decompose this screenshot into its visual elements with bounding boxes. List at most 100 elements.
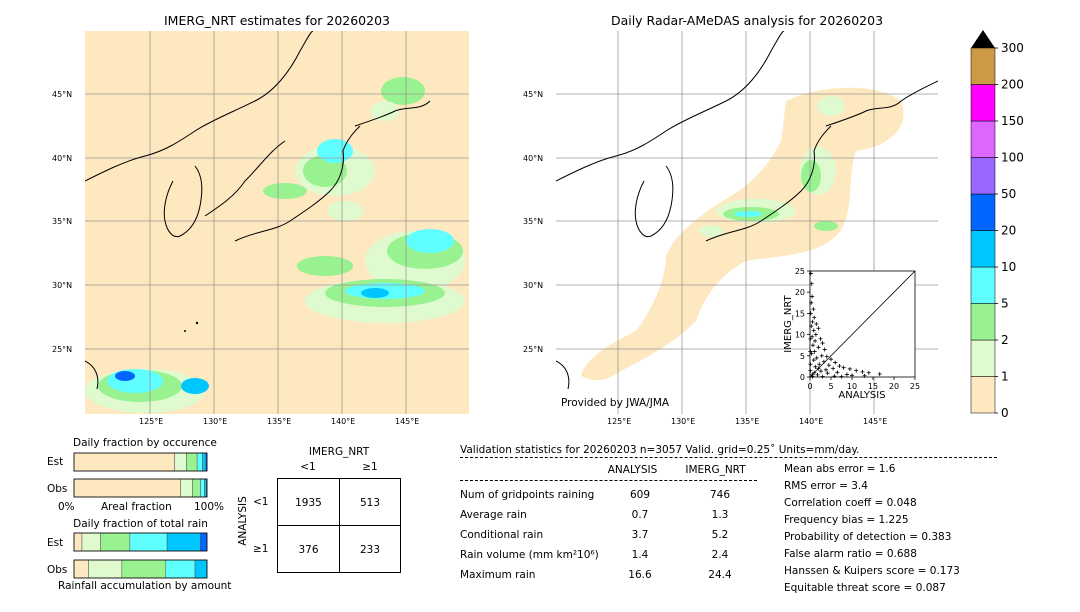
- colorbar-labels: 0 1 2 5 10 20 50 100 150 200 300: [995, 41, 1024, 418]
- val-row-0-a: 609: [629, 489, 651, 501]
- val-row-1-label: Average rain: [460, 509, 527, 521]
- score-hk: Hanssen & Kuipers score = 0.173: [784, 565, 960, 577]
- scatter-point-32: [813, 364, 818, 369]
- occ-bars-obs-seg-2: [192, 478, 201, 498]
- contingency-row-lt1: <1: [253, 496, 269, 508]
- colorbar-label-1: 1: [1001, 370, 1009, 384]
- colorbar-label-4: 10: [1001, 260, 1016, 274]
- left-lon-145: 145°E: [395, 417, 420, 426]
- scatter-point-23: [824, 354, 829, 359]
- occ-bars-obs-seg-4: [204, 478, 207, 498]
- scatter-ytick-4: 20: [795, 288, 805, 297]
- rain-bars-obs-seg-1: [88, 559, 123, 579]
- occ-bars-est-frame: [73, 452, 208, 472]
- scatter-point-8: [814, 322, 819, 326]
- scatter-point-44: [844, 372, 849, 377]
- scatter-point-10: [816, 326, 821, 331]
- scatter-point-30: [826, 363, 831, 368]
- contingency-table: 1935 513 376 233: [277, 478, 401, 573]
- validation-col-divider: [460, 480, 757, 481]
- scatter-point-38: [818, 369, 823, 374]
- val-row-2-b: 5.2: [711, 529, 729, 541]
- scatter-point-14: [818, 336, 823, 341]
- scatter-point-33: [841, 365, 846, 370]
- scatter-point-46: [850, 373, 854, 378]
- left-lon-125: 125°E: [139, 417, 164, 426]
- colorbar-label-6: 50: [1001, 187, 1016, 201]
- contingency-col-title: IMERG_NRT: [308, 446, 370, 458]
- scatter-xlabel: ANALYSIS: [838, 390, 885, 401]
- contingency-col-lt1: <1: [300, 461, 316, 473]
- scatter-point-27: [821, 359, 826, 364]
- scatter-point-6: [812, 315, 817, 320]
- colorbar-block-7: [970, 120, 996, 158]
- scatter-point-19: [822, 347, 827, 352]
- cell-hit-neg: 1935: [295, 497, 322, 509]
- occ-xlabel: Areal fraction: [101, 501, 172, 513]
- left-lat-45: 45°N: [52, 90, 73, 99]
- rain-bars-est-seg-0: [73, 532, 83, 552]
- colorbar-extend-arrow: [971, 30, 995, 48]
- scatter-point-12: [813, 332, 818, 337]
- scatter-diagonal: [809, 270, 916, 378]
- scatter-point-3: [809, 300, 814, 305]
- scatter-point-11: [811, 328, 816, 333]
- occ-xmin: 0%: [58, 501, 75, 513]
- scatter-point-40: [835, 370, 840, 375]
- scatter-point-22: [819, 353, 824, 358]
- rain-bars-obs-seg-0: [73, 559, 89, 579]
- right-lon-130: 130°E: [671, 417, 696, 426]
- right-lat-30: 30°N: [523, 281, 544, 290]
- score-mae: Mean abs error = 1.6: [784, 463, 896, 475]
- scatter-ytick-0: 0: [800, 373, 805, 382]
- scatter-xtick-0: 0: [807, 382, 812, 391]
- val-row-3-label: Rain volume (mm km²10⁶): [460, 549, 599, 561]
- rain-bars-obs-seg-2: [121, 559, 167, 579]
- scatter-point-18: [816, 345, 821, 350]
- total-rain-title: Daily fraction of total rain: [73, 518, 208, 530]
- scatter-point-35: [847, 366, 852, 371]
- scatter-point-15: [813, 338, 818, 343]
- scatter-point-20: [812, 349, 817, 354]
- right-lat-45: 45°N: [523, 90, 544, 99]
- score-pod: Probability of detection = 0.383: [784, 531, 952, 543]
- colorbar-label-5: 20: [1001, 224, 1016, 238]
- colorbar-block-0: [970, 376, 996, 414]
- scatter-point-16: [820, 341, 825, 346]
- scatter-point-9: [809, 324, 814, 329]
- scatter-point-55: [808, 368, 813, 373]
- right-lat-40: 40°N: [523, 154, 544, 163]
- colorbar-block-6: [970, 157, 996, 195]
- occ-xmax: 100%: [194, 501, 225, 513]
- colorbar-label-2: 2: [1001, 333, 1009, 347]
- val-row-1-b: 1.3: [711, 509, 729, 521]
- contingency-row-title: ANALYSIS: [237, 496, 249, 546]
- colorbar-label-0: 0: [1001, 406, 1009, 418]
- rain-xlabel: Rainfall accumulation by amount: [58, 580, 232, 592]
- occ-bars-est-seg-1: [174, 452, 187, 472]
- left-map: [85, 31, 469, 414]
- colorbar-label-8: 150: [1001, 114, 1024, 128]
- val-col-imerg: IMERG_NRT: [685, 464, 746, 476]
- validation-header: Validation statistics for 20260203 n=305…: [460, 444, 860, 456]
- rain-bars-est-seg-3: [129, 532, 168, 552]
- colorbar-blocks: [970, 47, 996, 414]
- scatter-xtick-5: 25: [910, 382, 920, 391]
- right-lon-145: 145°E: [863, 417, 888, 426]
- scatter-point-26: [811, 358, 816, 363]
- scatter-point-34: [831, 366, 836, 371]
- scatter-point-50: [820, 374, 825, 379]
- scatter-point-37: [854, 368, 859, 373]
- scatter-points: [808, 271, 882, 379]
- scatter-xtick-4: 20: [889, 382, 899, 391]
- score-corr: Correlation coeff = 0.048: [784, 497, 917, 509]
- occ-bars-est-seg-3: [196, 452, 203, 472]
- data-credit: Provided by JWA/JMA: [561, 397, 670, 409]
- val-row-1-a: 0.7: [631, 509, 649, 521]
- rain-bars-est-frame: [73, 532, 208, 552]
- scatter-point-39: [860, 369, 865, 374]
- scatter-point-45: [815, 372, 820, 377]
- scatter-ytick-5: 25: [795, 267, 805, 276]
- val-col-analysis: ANALYSIS: [607, 464, 658, 476]
- scatter-inset: 0 5 10 15 20 25 0 5 10 15 20 25 ANALYSIS IMERG_NRT: [783, 267, 920, 401]
